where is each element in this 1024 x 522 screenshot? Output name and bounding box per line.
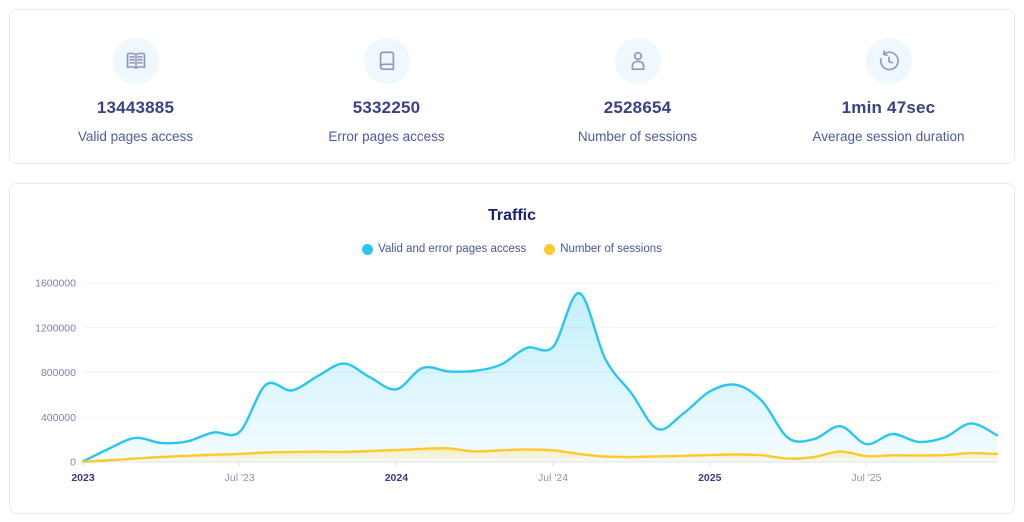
area-sessions [83,448,997,462]
x-axis-tick-label: Jul '25 [851,472,881,484]
number-of-sessions-label: Number of sessions [577,129,698,144]
open-book-icon [112,38,159,84]
y-axis-tick-label: 1600000 [35,278,76,290]
chart-legend: Valid and error pages access Number of s… [10,243,1014,255]
x-axis-tick-label: 2023 [71,472,95,484]
valid-pages-access-value: 13443885 [96,98,175,117]
number-of-sessions-value: 2528654 [603,98,672,117]
history-clock-icon [865,38,912,84]
y-axis-tick-label: 0 [70,457,76,469]
average-session-duration-label: Average session duration [812,129,965,144]
stat-error-pages-access: 5332250 Error pages access [261,10,512,163]
x-axis-tick-label: 2025 [698,472,722,484]
legend-item-pages-access[interactable]: Valid and error pages access [362,243,526,255]
y-axis-tick-label: 800000 [41,367,76,379]
traffic-chart-card: Traffic Valid and error pages access Num… [9,183,1015,514]
valid-pages-access-label: Valid pages access [77,129,194,144]
area-pages-access [83,293,997,462]
legend-label-sessions: Number of sessions [560,243,662,255]
legend-dot-sessions [544,243,556,255]
chart-title: Traffic [487,207,536,224]
line-pages-access [81,291,999,463]
error-pages-access-label: Error pages access [328,129,445,144]
error-pages-access-value: 5332250 [352,98,421,117]
stats-summary-card: 13443885 Valid pages access 5332250 Erro… [9,9,1015,164]
y-axis-tick-label: 400000 [41,412,76,424]
closed-book-icon [363,38,410,84]
x-axis-tick-label: Jul '24 [538,472,568,484]
x-axis-tick-label: 2024 [385,472,409,484]
legend-dot-pages-access [362,243,374,255]
line-sessions [81,447,999,463]
x-axis-tick-label: Jul '23 [225,472,255,484]
legend-label-pages-access: Valid and error pages access [378,243,527,255]
stat-valid-pages-access: 13443885 Valid pages access [10,10,261,163]
legend-item-sessions[interactable]: Number of sessions [544,243,662,255]
stat-number-of-sessions: 2528654 Number of sessions [512,10,763,163]
traffic-area-chart[interactable]: 0 400000 800000 1200000 1600000 2023 Jul '23 20… [10,184,1016,515]
y-axis-tick-label: 1200000 [35,322,76,334]
stat-average-session-duration: 1min 47sec Average session duration [763,10,1014,163]
average-session-duration-value: 1min 47sec [841,98,936,117]
person-icon [614,38,661,84]
